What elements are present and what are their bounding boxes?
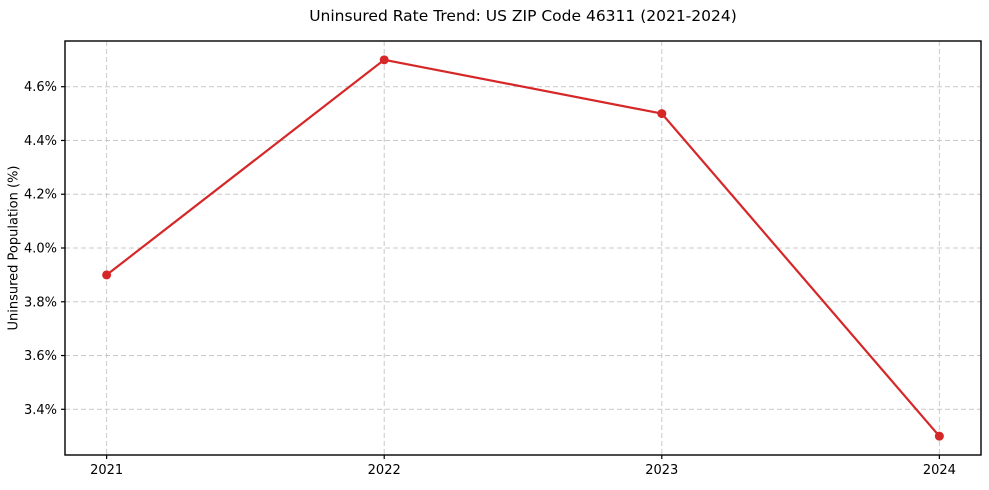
data-point	[657, 109, 667, 119]
y-tick-label: 3.4%	[24, 403, 57, 418]
y-tick-label: 4.0%	[24, 242, 57, 257]
y-tick-label: 3.8%	[24, 295, 57, 310]
plot-frame	[64, 40, 982, 456]
x-tick-label: 2024	[923, 463, 956, 478]
chart-title: Uninsured Rate Trend: US ZIP Code 46311 …	[309, 7, 737, 25]
data-point	[102, 270, 112, 280]
data-point	[379, 55, 389, 65]
y-tick-label: 4.6%	[24, 80, 57, 95]
data-point	[934, 431, 944, 441]
y-tick-label: 4.4%	[24, 134, 57, 149]
trend-line	[105, 58, 941, 438]
y-tick-label: 3.6%	[24, 349, 57, 364]
x-tick-label: 2021	[90, 463, 123, 478]
x-tick-label: 2023	[645, 463, 678, 478]
x-tick-label: 2022	[368, 463, 401, 478]
y-tick-label: 4.2%	[24, 188, 57, 203]
